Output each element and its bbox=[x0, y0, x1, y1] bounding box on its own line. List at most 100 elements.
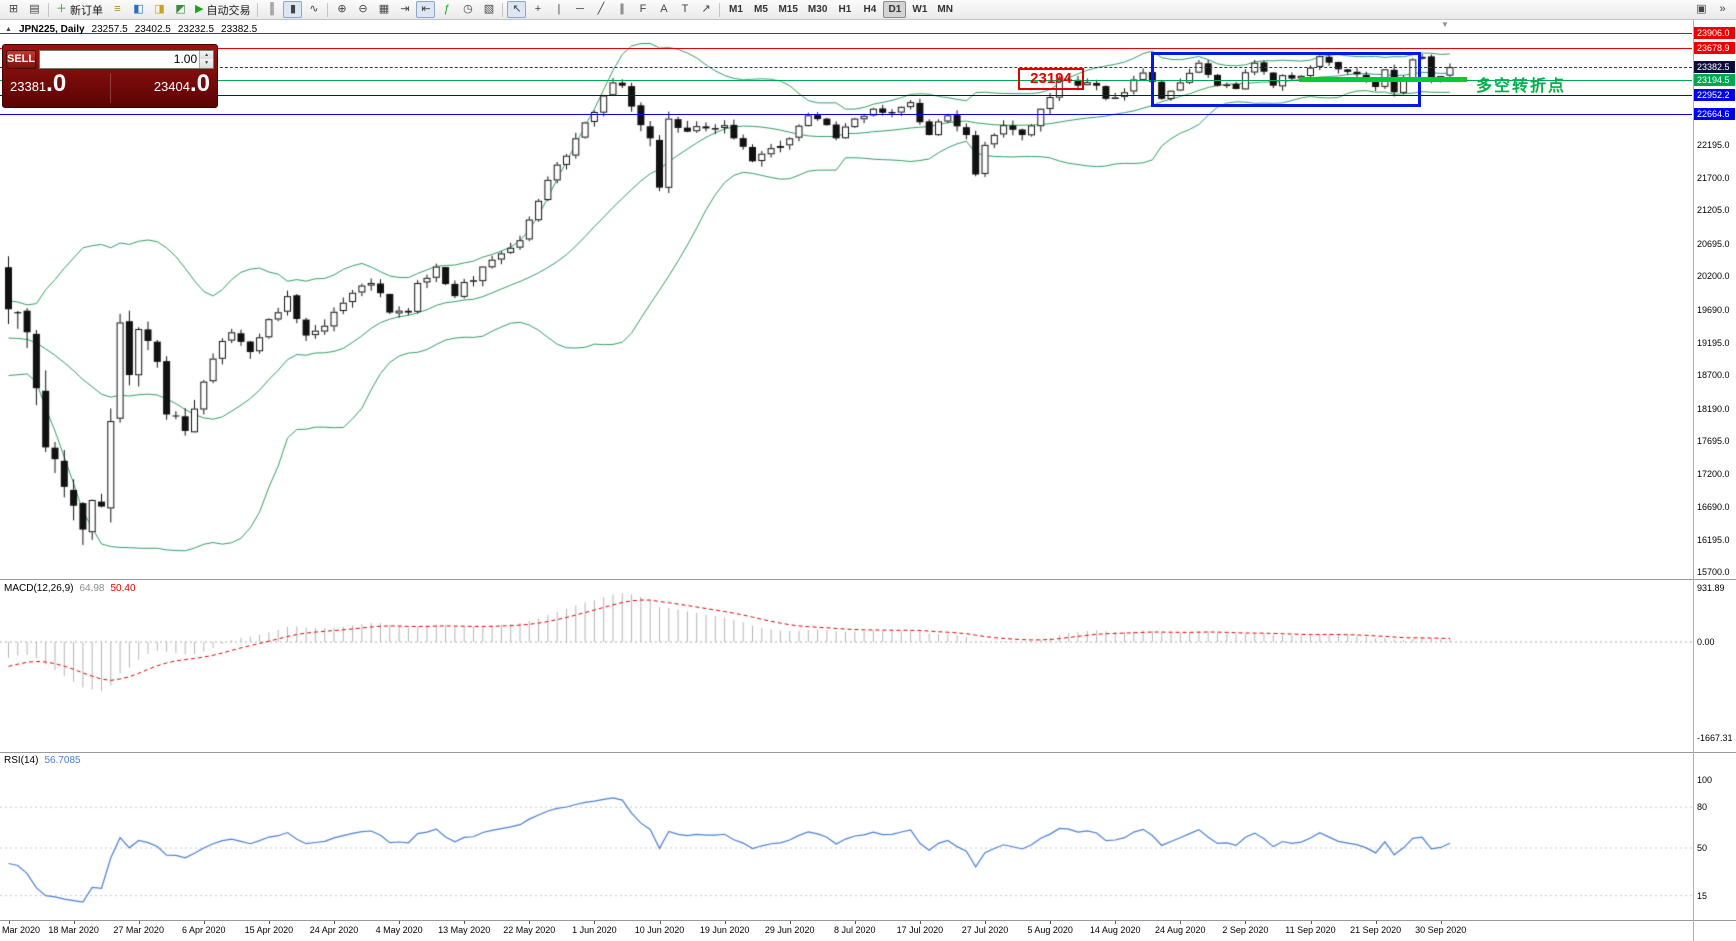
timeframe-mn-label: MN bbox=[937, 4, 953, 15]
timeframe-h4-label: H4 bbox=[863, 4, 877, 15]
navigator-button-icon: ◨ bbox=[154, 3, 165, 15]
horizontal-line-button[interactable]: ─ bbox=[570, 1, 589, 18]
macd-splitter[interactable] bbox=[0, 579, 1736, 580]
buy-price-fraction: .0 bbox=[189, 70, 210, 97]
sell-price[interactable]: 23381.0 bbox=[10, 72, 66, 96]
chart-title: ▲ JPN225, Daily 23257.5 23402.5 23232.5 … bbox=[5, 24, 257, 35]
sell-button[interactable]: SELL bbox=[6, 49, 37, 69]
timeframe-m5[interactable]: M5 bbox=[749, 1, 772, 18]
data-window-button[interactable]: ◧ bbox=[129, 1, 148, 18]
channel-button[interactable]: ∥ bbox=[612, 1, 631, 18]
autotrading-button[interactable]: ▶ 自动交易 bbox=[192, 1, 253, 18]
price-scale-tick: 19690.0 bbox=[1697, 304, 1730, 315]
crosshair-button-icon: + bbox=[534, 3, 542, 15]
timeframe-h1[interactable]: H1 bbox=[833, 1, 856, 18]
ohlc-close: 23382.5 bbox=[221, 24, 258, 35]
level-line-22952.2[interactable] bbox=[0, 95, 1692, 97]
level-line-22664.6[interactable] bbox=[0, 114, 1692, 116]
fibonacci-button[interactable]: F bbox=[633, 1, 652, 18]
data-window-button-icon: ◧ bbox=[133, 3, 144, 15]
timeframe-h4[interactable]: H4 bbox=[858, 1, 881, 18]
macd-label: MACD(12,26,9) 64.98 50.40 bbox=[4, 583, 136, 594]
auto-scroll-button-icon: ⇥ bbox=[400, 3, 410, 15]
time-axis-label: 27 Mar 2020 bbox=[113, 925, 164, 935]
turning-point-line[interactable] bbox=[1299, 77, 1467, 82]
indicators-button[interactable]: ƒ bbox=[437, 1, 456, 18]
periods-button[interactable]: ◷ bbox=[458, 1, 477, 18]
volume-input[interactable] bbox=[40, 50, 200, 68]
arrange-windows-button[interactable]: ▣ bbox=[1692, 1, 1711, 18]
candlestick-chart-button[interactable]: ▮ bbox=[283, 1, 303, 18]
rsi-value: 56.7085 bbox=[44, 755, 81, 766]
timeframe-m15[interactable]: M15 bbox=[774, 1, 801, 18]
time-axis-label: 15 Apr 2020 bbox=[244, 925, 294, 935]
chart-shift-marker[interactable]: ▼ bbox=[1441, 20, 1449, 29]
zoom-out-button-icon: ⊖ bbox=[358, 3, 368, 15]
volume-up-button[interactable]: ▲ bbox=[200, 50, 214, 59]
price-callout[interactable]: 23194 bbox=[1018, 68, 1084, 90]
timeframe-d1[interactable]: D1 bbox=[883, 1, 907, 18]
price-tag-23194.5: 23194.5 bbox=[1694, 73, 1735, 86]
terminal-button[interactable]: ◩ bbox=[171, 1, 190, 18]
top-toolbar: ⊞ ▤ ＋新订单 ≡ ◧ ◨ ◩ ▶ 自动交易 ║ ▮ ∿ ⊕ ⊖ ▦ ⇥ ⇤ ƒ ◷ ▧ ↖ + | ─ ╱ ∥ F A T ↗ M1 M5… bbox=[0, 0, 1736, 20]
level-line-23906.0[interactable] bbox=[0, 32, 1692, 34]
chart-shift-button[interactable]: ⇤ bbox=[416, 1, 436, 18]
text-button[interactable]: A bbox=[654, 1, 673, 18]
market-watch-button[interactable]: ≡ bbox=[108, 1, 127, 18]
crosshair-button[interactable]: + bbox=[528, 1, 547, 18]
buy-button[interactable]: BUY bbox=[217, 50, 218, 69]
level-line-23382.5[interactable] bbox=[0, 67, 1692, 69]
level-line-23678.9[interactable] bbox=[0, 47, 1692, 49]
buy-price[interactable]: 23404.0 bbox=[154, 72, 210, 96]
line-chart-button[interactable]: ∿ bbox=[304, 1, 323, 18]
time-axis-separator bbox=[0, 920, 1736, 921]
level-line-23194.5[interactable] bbox=[0, 79, 1692, 81]
autotrading-button-label: 自动交易 bbox=[206, 4, 251, 17]
auto-scroll-button[interactable]: ⇥ bbox=[395, 1, 414, 18]
one-click-collapse-icon[interactable]: ▲ bbox=[5, 26, 12, 33]
timeframe-m1[interactable]: M1 bbox=[724, 1, 747, 18]
templates-button[interactable]: ▧ bbox=[479, 1, 498, 18]
bar-chart-button[interactable]: ║ bbox=[262, 1, 281, 18]
time-axis-label: 14 Aug 2020 bbox=[1089, 925, 1141, 935]
time-axis-label: 5 Aug 2020 bbox=[1027, 925, 1073, 935]
tile-windows-button[interactable]: ▦ bbox=[374, 1, 393, 18]
time-axis-label: 17 Jul 2020 bbox=[896, 925, 944, 935]
rsi-label: RSI(14) 56.7085 bbox=[4, 755, 81, 766]
rsi-splitter[interactable] bbox=[0, 752, 1736, 753]
timeframe-w1[interactable]: W1 bbox=[908, 1, 931, 18]
zoom-in-button[interactable]: ⊕ bbox=[332, 1, 351, 18]
horizontal-line-button-icon: ─ bbox=[576, 3, 584, 15]
more-tools-button[interactable]: » bbox=[1713, 1, 1732, 18]
arrow-tools-button[interactable]: ↗ bbox=[696, 1, 715, 18]
volume-down-button[interactable]: ▼ bbox=[200, 59, 214, 68]
turning-point-label[interactable]: 多空转折点 bbox=[1476, 78, 1567, 95]
arrow-tools-button-icon: ↗ bbox=[701, 3, 711, 15]
toolbar-separator bbox=[719, 2, 721, 17]
time-axis-label: 29 Jun 2020 bbox=[764, 925, 815, 935]
time-axis-label: 22 May 2020 bbox=[503, 925, 556, 935]
zoom-in-button-icon: ⊕ bbox=[337, 3, 347, 15]
time-axis-tick bbox=[1180, 921, 1182, 924]
profiles-button[interactable]: ▤ bbox=[25, 1, 44, 18]
time-axis-tick bbox=[8, 921, 10, 924]
label-button[interactable]: T bbox=[675, 1, 694, 18]
tile-windows-button-icon: ▦ bbox=[378, 3, 390, 15]
time-axis-tick bbox=[1440, 921, 1442, 924]
navigator-button[interactable]: ◨ bbox=[150, 1, 169, 18]
text-button-icon: A bbox=[660, 3, 668, 15]
timeframe-mn[interactable]: MN bbox=[933, 1, 957, 18]
timeframe-d1-label: D1 bbox=[888, 4, 902, 15]
price-scale-tick: 17695.0 bbox=[1697, 436, 1730, 447]
vertical-line-button[interactable]: | bbox=[549, 1, 568, 18]
timeframe-m30[interactable]: M30 bbox=[804, 1, 831, 18]
new-order-button[interactable]: ＋新订单 bbox=[53, 1, 106, 18]
market-watch-button-icon: ≡ bbox=[114, 3, 121, 15]
zoom-out-button[interactable]: ⊖ bbox=[353, 1, 372, 18]
trendline-button[interactable]: ╱ bbox=[591, 1, 610, 18]
new-chart-button[interactable]: ⊞ bbox=[4, 1, 23, 18]
time-axis-label: 21 Sep 2020 bbox=[1350, 925, 1402, 935]
time-axis-label: 4 May 2020 bbox=[375, 925, 423, 935]
cursor-button[interactable]: ↖ bbox=[507, 1, 527, 18]
